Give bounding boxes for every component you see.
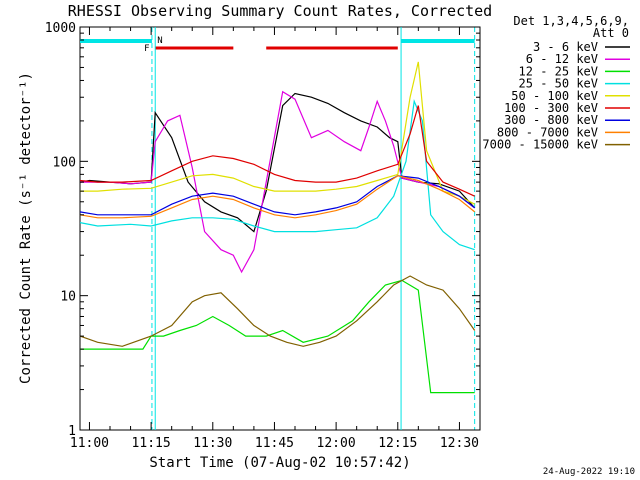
night-flag-label: N (157, 36, 162, 46)
series-line-8 (79, 275, 476, 347)
timestamp: 24-Aug-2022 19:10 (543, 467, 635, 477)
x-tick-label-0: 11:00 (70, 436, 109, 451)
series-line-6 (79, 175, 476, 216)
legend-label-3: 25 - 50 keV (519, 77, 598, 91)
y-tick-label-2: 100 (53, 155, 76, 170)
y-tick-label-1: 10 (60, 290, 76, 305)
series-line-7 (79, 175, 476, 219)
legend-header-1: Det 1,3,4,5,6,9, (513, 14, 629, 28)
series-layer (79, 61, 476, 394)
legend-label-1: 6 - 12 keV (526, 52, 598, 66)
legend-label-5: 100 - 300 keV (504, 101, 598, 115)
series-line-4 (80, 61, 475, 205)
axis-layer: 1 10 100 1000 11:00 11:15 11:30 11:45 12:00 12:15… (45, 21, 481, 451)
legend-label-7: 800 - 7000 keV (497, 125, 598, 139)
y-axis-label: Corrected Count Rate (s⁻¹ detector⁻¹) (18, 72, 34, 384)
flare-flag-label: F (144, 44, 149, 54)
legend-header-2: Att 0 (593, 26, 629, 40)
x-tick-label-2: 11:30 (193, 436, 232, 451)
series-line-5 (79, 105, 475, 197)
x-tick-label-5: 12:15 (378, 436, 417, 451)
x-tick-label-4: 12:00 (317, 436, 356, 451)
y-tick-label-3: 1000 (45, 21, 76, 36)
legend-label-0: 3 - 6 keV (533, 40, 598, 54)
x-axis-label: Start Time (07-Aug-02 10:57:42) (149, 455, 410, 471)
x-tick-label-1: 11:15 (132, 436, 171, 451)
y-tick-label-0: 1 (68, 424, 76, 439)
series-line-2 (80, 279, 475, 394)
series-line-1 (80, 90, 476, 274)
legend-label-6: 300 - 800 keV (504, 113, 598, 127)
legend-label-2: 12 - 25 keV (519, 64, 598, 78)
series-line-0 (79, 92, 476, 233)
plot-frame (79, 26, 481, 431)
chart-title: RHESSI Observing Summary Count Rates, Co… (68, 2, 492, 20)
flags-layer: NF (80, 27, 476, 430)
legend-label-4: 50 - 100 keV (511, 89, 598, 103)
legend-label-8: 7000 - 15000 keV (482, 138, 598, 152)
x-tick-label-6: 12:30 (440, 436, 479, 451)
x-tick-label-3: 11:45 (255, 436, 294, 451)
